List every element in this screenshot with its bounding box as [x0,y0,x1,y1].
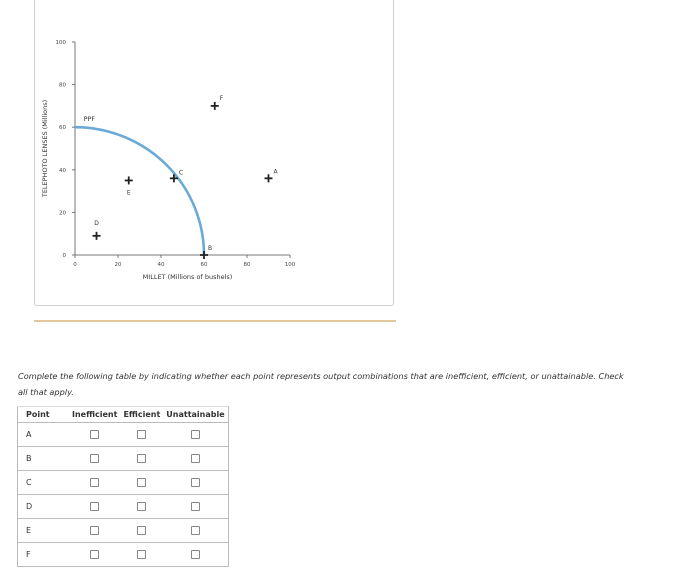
unattainable-cell [163,494,229,519]
table-row: D [17,494,229,519]
unattainable-checkbox-d[interactable] [190,502,200,511]
table-row: C [17,470,229,495]
efficient-cell [120,422,164,447]
inefficient-cell [69,542,121,567]
table-row: E [17,518,229,543]
x-tick-label: 60 [201,262,208,268]
x-tick-label: 40 [158,262,165,268]
header-inefficient: Inefficient [69,406,121,423]
inefficient-cell [69,494,121,519]
ppf-curve [74,125,206,256]
unattainable-cell [163,470,229,495]
inefficient-cell [69,518,121,543]
inefficient-cell [69,446,121,471]
efficient-checkbox-f[interactable] [137,550,147,559]
y-tick-label: 0 [63,253,67,259]
efficient-cell [120,494,164,519]
efficient-cell [120,542,164,567]
point-label: F [17,542,69,567]
point-label: A [17,422,69,447]
point-a-label: A [274,168,279,175]
point-e-label: E [127,189,131,196]
inefficient-checkbox-b[interactable] [90,454,100,463]
table-header-row: Point Inefficient Efficient Unattainable [17,406,229,423]
x-axis-label: MILLET (Millions of bushels) [143,273,233,281]
unattainable-cell [163,542,229,567]
table-row: F [17,542,229,567]
unattainable-cell [163,422,229,447]
point-c-label: C [179,169,183,176]
x-tick-label: 20 [115,262,122,268]
inefficient-cell [69,470,121,495]
y-axis-label: TELEPHOTO LENSES (Millions) [41,100,49,198]
unattainable-cell [163,518,229,543]
efficient-checkbox-e[interactable] [137,526,147,535]
x-tick-label: 80 [244,262,251,268]
unattainable-checkbox-e[interactable] [190,526,200,535]
efficient-checkbox-a[interactable] [137,430,147,439]
efficient-cell [120,446,164,471]
unattainable-checkbox-a[interactable] [190,430,200,439]
y-tick-label: 100 [56,40,67,46]
point-label: C [17,470,69,495]
inefficient-checkbox-d[interactable] [90,502,100,511]
unattainable-checkbox-c[interactable] [190,478,200,487]
y-tick-label: 40 [59,168,66,174]
point-label: D [17,494,69,519]
header-point: Point [17,406,69,423]
table-row: A [17,422,229,447]
table-row: B [17,446,229,471]
unattainable-checkbox-b[interactable] [190,454,200,463]
inefficient-checkbox-c[interactable] [90,478,100,487]
unattainable-cell [163,446,229,471]
ppf-curve-label: PPF [84,115,96,123]
header-efficient: Efficient [120,406,164,423]
point-label: B [17,446,69,471]
point-b-label: B [208,245,212,252]
point-d-label: D [94,220,99,227]
efficient-cell [120,518,164,543]
graph-panel: 0 20 40 60 80 100 0 20 40 60 80 100 MILLET (Millions… [34,0,394,306]
x-tick-label: 0 [73,262,77,268]
y-tick-label: 60 [59,125,66,131]
efficient-checkbox-d[interactable] [137,502,147,511]
separator [34,320,396,322]
inefficient-checkbox-e[interactable] [90,526,100,535]
efficient-cell [120,470,164,495]
efficient-checkbox-b[interactable] [137,454,147,463]
point-label: E [17,518,69,543]
unattainable-checkbox-f[interactable] [190,550,200,559]
y-tick-label: 20 [59,210,66,216]
point-f-label: F [220,95,224,102]
answer-table: Point Inefficient Efficient Unattainable… [17,406,229,567]
instructions-text: Complete the following table by indicati… [18,371,624,397]
inefficient-checkbox-a[interactable] [90,430,100,439]
inefficient-checkbox-f[interactable] [90,550,100,559]
y-tick-label: 80 [59,83,66,89]
inefficient-cell [69,422,121,447]
ppf-chart: 0 20 40 60 80 100 0 20 40 60 80 100 MILLET (Millions… [41,40,296,281]
x-tick-label: 100 [285,262,296,268]
efficient-checkbox-c[interactable] [137,478,147,487]
header-unattainable: Unattainable [163,406,229,423]
